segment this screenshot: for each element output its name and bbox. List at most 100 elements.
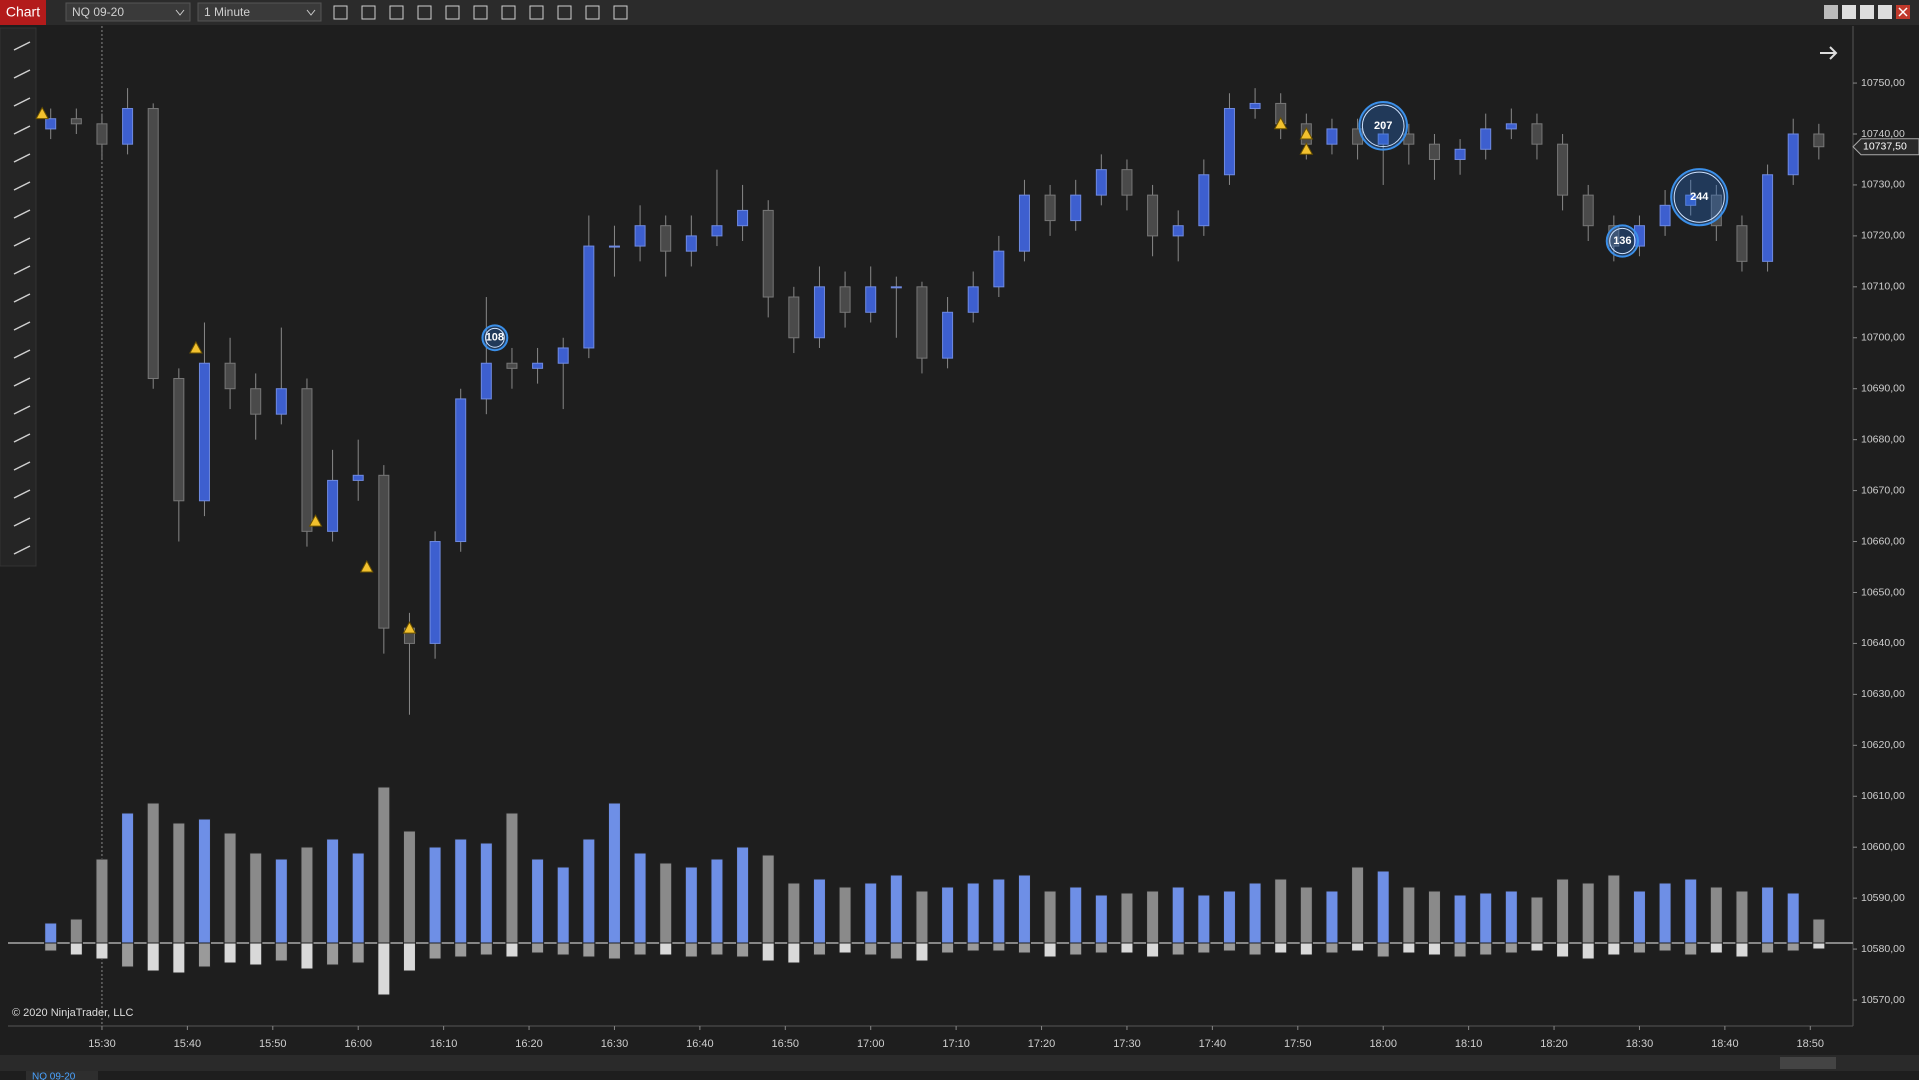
sell-volume-bar	[1069, 942, 1083, 956]
buy-volume-bar	[1479, 892, 1493, 944]
candle-body	[1454, 148, 1466, 160]
candle-body	[301, 388, 313, 532]
y-tick-label: 10620,00	[1861, 739, 1905, 751]
toolbar-button[interactable]	[613, 5, 628, 20]
sell-volume-bar	[761, 942, 775, 962]
drawing-tool[interactable]	[13, 461, 31, 471]
toolbar-button[interactable]	[361, 5, 376, 20]
drawing-tool[interactable]	[13, 377, 31, 387]
candle-body	[1018, 194, 1030, 252]
trade-marker[interactable]	[1358, 101, 1409, 151]
toolbar-button[interactable]	[473, 5, 488, 20]
candle-body	[506, 362, 518, 369]
scroll-right-arrow[interactable]	[1820, 46, 1838, 60]
drawing-tool[interactable]	[13, 405, 31, 415]
candle-body	[865, 286, 877, 313]
drawing-tool[interactable]	[13, 237, 31, 247]
chart-tab[interactable]	[0, 0, 46, 25]
buy-volume-bar	[223, 832, 237, 944]
candle-body	[455, 398, 467, 543]
trade-marker-ring	[1361, 104, 1405, 148]
candle-body	[1044, 194, 1056, 222]
toolbar-button[interactable]	[417, 5, 432, 20]
toolbar-button[interactable]	[389, 5, 404, 20]
scroll-thumb[interactable]	[1780, 1057, 1836, 1069]
buy-volume-bar	[1094, 894, 1108, 944]
alert-icon	[1273, 116, 1288, 130]
y-tick-label: 10710,00	[1861, 281, 1905, 293]
candle-body	[1531, 123, 1543, 145]
instrument-select[interactable]	[65, 2, 191, 22]
layout-button[interactable]	[1842, 5, 1856, 19]
candle-body	[634, 225, 646, 247]
sell-volume-bar	[95, 942, 109, 960]
buy-volume-bar	[1197, 894, 1211, 944]
buy-volume-bar	[1069, 886, 1083, 944]
interval-select[interactable]	[197, 2, 322, 22]
candle-body	[1480, 128, 1492, 150]
buy-volume-bar	[633, 852, 647, 944]
minimize-button[interactable]	[1860, 5, 1874, 19]
sell-volume-bar	[1581, 942, 1595, 960]
toolbar-button[interactable]	[585, 5, 600, 20]
trade-marker[interactable]	[1670, 168, 1729, 227]
maximize-button[interactable]	[1878, 5, 1892, 19]
drawing-tool[interactable]	[13, 265, 31, 275]
sell-volume-bar	[1761, 942, 1775, 954]
drawing-tool[interactable]	[13, 517, 31, 527]
toolbar-button[interactable]	[529, 5, 544, 20]
drawing-tool[interactable]	[13, 433, 31, 443]
sell-volume-bar	[1376, 942, 1390, 958]
buy-volume-bar	[1402, 886, 1416, 944]
dropdown-arrow	[175, 9, 185, 16]
drawing-tool[interactable]	[13, 209, 31, 219]
trade-marker[interactable]	[1605, 224, 1640, 258]
candle-body	[762, 209, 774, 298]
candle-body	[45, 118, 57, 130]
sell-volume-bar	[915, 942, 929, 962]
drawing-tool[interactable]	[13, 293, 31, 303]
y-tick-label: 10720,00	[1861, 230, 1905, 242]
buy-volume-bar	[274, 858, 288, 944]
buy-volume-bar	[1274, 878, 1288, 944]
candle-body	[224, 362, 236, 390]
alert-icon	[1299, 142, 1314, 155]
toolbar-button[interactable]	[445, 5, 460, 20]
toolbar-button[interactable]	[501, 5, 516, 20]
candle-body	[916, 286, 928, 359]
layout-button[interactable]	[1824, 5, 1838, 19]
toolbar-button[interactable]	[557, 5, 572, 20]
buy-volume-bar	[454, 838, 468, 944]
instrument-tab[interactable]	[26, 1071, 98, 1080]
sell-volume-bar	[889, 942, 903, 960]
buy-volume-bar	[326, 838, 340, 944]
buy-volume-bar	[44, 922, 58, 944]
toolbar-button[interactable]	[333, 5, 348, 20]
buy-volume-bar	[172, 822, 186, 944]
drawing-tool[interactable]	[13, 97, 31, 107]
drawing-tool[interactable]	[13, 125, 31, 135]
last-price-label: 10737,50	[1863, 141, 1907, 153]
drawing-tool[interactable]	[13, 321, 31, 331]
y-tick-label: 10570,00	[1861, 994, 1905, 1006]
buy-volume-bar	[1556, 878, 1570, 944]
x-tick-label: 17:50	[1284, 1038, 1312, 1050]
candle-body	[788, 296, 800, 339]
trade-marker[interactable]	[481, 324, 509, 352]
drawing-tool[interactable]	[13, 349, 31, 359]
sell-volume-bar	[351, 942, 365, 964]
drawing-tool[interactable]	[13, 153, 31, 163]
drawing-tool[interactable]	[13, 545, 31, 555]
candle-body	[1121, 169, 1133, 196]
sell-volume-bar	[607, 942, 621, 960]
drawing-tool[interactable]	[13, 41, 31, 51]
sell-volume-bar	[1504, 942, 1518, 954]
drawing-tool[interactable]	[13, 489, 31, 499]
buy-volume-bar	[915, 890, 929, 944]
y-tick-label: 10700,00	[1861, 332, 1905, 344]
drawing-tool[interactable]	[13, 69, 31, 79]
buy-volume-bar	[95, 858, 109, 944]
drawing-tool[interactable]	[13, 181, 31, 191]
y-tick-label: 10690,00	[1861, 382, 1905, 394]
buy-volume-bar	[300, 846, 314, 944]
